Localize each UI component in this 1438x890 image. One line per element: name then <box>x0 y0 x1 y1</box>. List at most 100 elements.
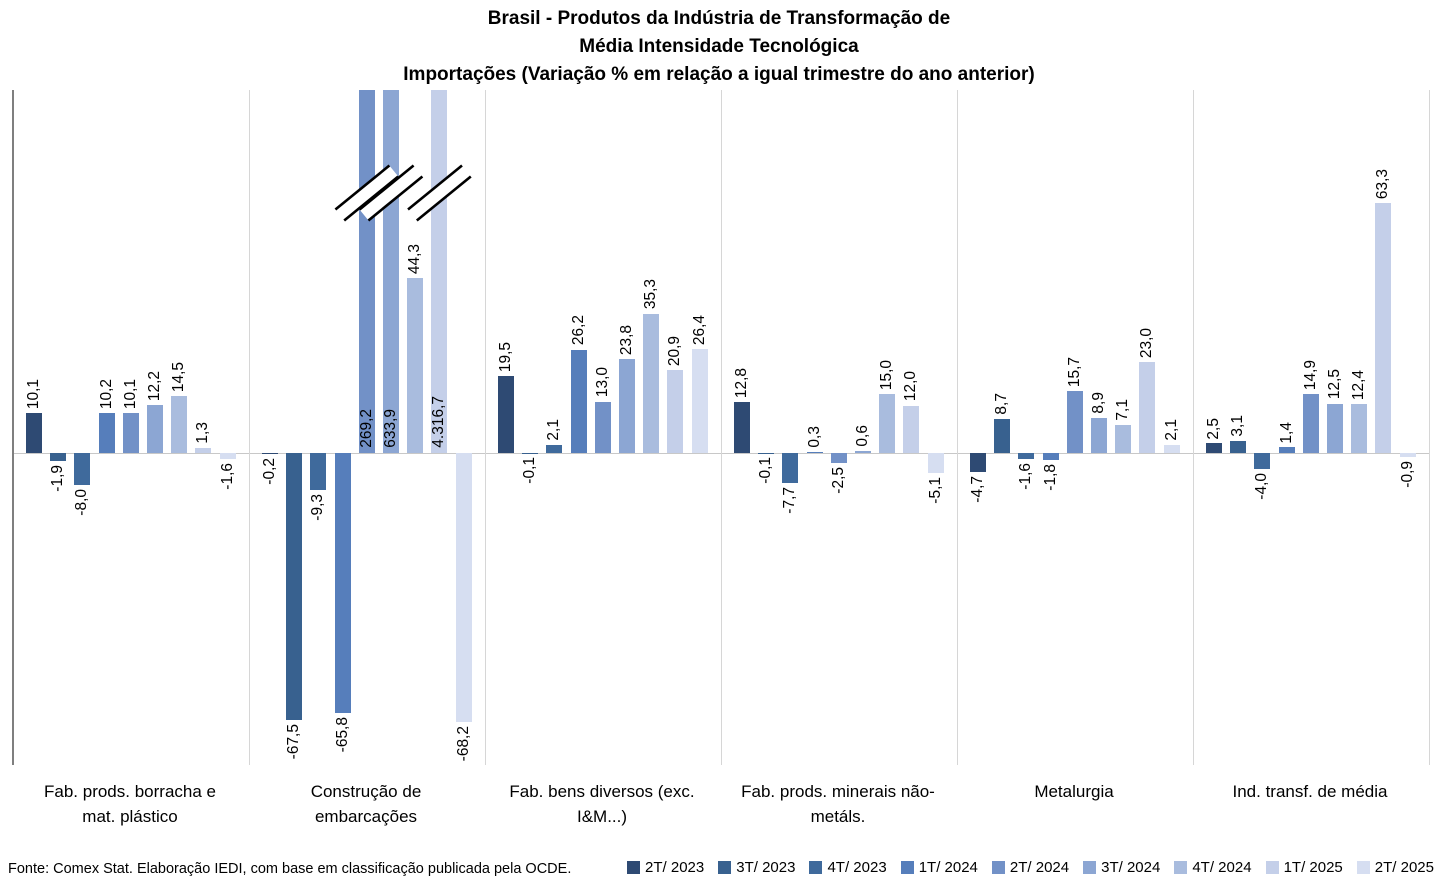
bar-4T2023-g6 <box>1254 453 1271 469</box>
value-label: 10,1 <box>25 378 42 410</box>
category-label-4: Fab. prods. minerais não-metáls. <box>741 782 935 826</box>
category-label-3: Fab. bens diversos (exc. I&M...) <box>509 782 695 826</box>
legend-item-3T2024: 3T/ 2024 <box>1083 859 1160 876</box>
legend-swatch <box>1356 861 1370 874</box>
bar-4T2024-g1 <box>171 395 188 453</box>
chart-title-line3: Importações (Variação % em relação a igu… <box>403 64 1035 85</box>
value-label: -4,7 <box>969 475 986 503</box>
legend-swatch <box>1265 861 1279 874</box>
bar-3T2024-g3 <box>619 359 635 453</box>
value-label: 269,2 <box>357 409 375 448</box>
legend-item-1T2025: 1T/ 2025 <box>1265 859 1343 876</box>
value-label: 35,3 <box>642 279 660 310</box>
bar-3T2024-g6 <box>1327 403 1343 453</box>
legend-item-3T2023: 3T/ 2023 <box>718 859 795 876</box>
plot-area: 10,1 -1,9 -8,0 10,2 10,1 12,2 14,5 1,3 -1,6 -0,2-… <box>12 90 1430 765</box>
bar-2T2025-g4 <box>927 453 944 474</box>
legend-swatch <box>809 861 823 874</box>
value-label: 23,0 <box>1138 327 1156 359</box>
value-label: 14,5 <box>170 361 188 392</box>
category-label-5: Metalurgia <box>1034 782 1114 801</box>
bar-3T2024-g5 <box>1091 417 1107 453</box>
value-label: 633,9 <box>382 409 399 448</box>
value-label: 13,0 <box>593 367 611 398</box>
value-label: 1,3 <box>194 422 212 444</box>
value-label: 23,8 <box>618 324 635 355</box>
bar-3T2024-g1 <box>147 404 163 453</box>
bar-1T2025-g5 <box>1139 362 1156 453</box>
legend-label: 4T/ 2023 <box>827 859 887 876</box>
value-label: -2,5 <box>829 466 847 494</box>
bar-3T2023-g1 <box>50 453 67 461</box>
bar-4T2023-g5 <box>1018 453 1035 460</box>
bar-2T2024-g1 <box>122 413 139 453</box>
bar-4T2023-g3 <box>546 444 563 453</box>
group-panel-6: 2,5 3,1 -4,0 1,4 14,9 12,5 12,4 63,3 -0,9 <box>1194 90 1430 765</box>
chart-title: Brasil - Produtos da Indústria de Transf… <box>0 5 1438 89</box>
value-label: -5,1 <box>926 477 944 504</box>
legend: 2T/ 2023 3T/ 2023 4T/ 2023 1T/ 2024 2T/ 2024… <box>627 859 1434 876</box>
bar-1T2024-g3 <box>570 349 587 453</box>
value-label: -1,6 <box>1017 463 1035 491</box>
legend-label: 4T/ 2024 <box>1192 859 1252 876</box>
value-label: 26,2 <box>569 315 587 346</box>
bar-1T2024-g1 <box>98 412 115 453</box>
source-text: Fonte: Comex Stat. Elaboração IEDI, com … <box>8 861 572 877</box>
bar-1T2024-g6 <box>1278 447 1295 453</box>
chart-title-line1: Brasil - Produtos da Indústria de Transf… <box>487 8 951 29</box>
bar-3T2023-g5 <box>994 418 1011 453</box>
value-label: 10,1 <box>121 378 139 410</box>
value-label: 63,3 <box>1374 168 1392 199</box>
bar-1T2024-g4 <box>806 451 823 453</box>
chart-title-line2: Média Intensidade Tecnológica <box>579 36 859 57</box>
value-label: 15,7 <box>1065 356 1083 387</box>
bar-3T2024-g2 <box>383 90 399 453</box>
bar-2T2025-g6 <box>1399 453 1416 457</box>
legend-swatch <box>1174 861 1188 874</box>
group-panel-1: 10,1 -1,9 -8,0 10,2 10,1 12,2 14,5 1,3 -1,6 <box>14 90 250 765</box>
value-label: 0,6 <box>854 425 871 447</box>
legend-item-2T2024: 2T/ 2024 <box>991 859 1069 876</box>
value-label: 12,0 <box>902 371 920 402</box>
legend-swatch <box>627 861 641 874</box>
group-panel-3: 19,5 -0,1 2,1 26,2 13,0 23,8 35,3 20,9 26,4 <box>486 90 722 765</box>
value-label: 4.316,7 <box>430 396 448 448</box>
bar-1T2025-g1 <box>195 447 212 453</box>
value-label: -67,5 <box>285 723 303 759</box>
legend-swatch <box>1083 861 1097 874</box>
bar-2T2024-g5 <box>1066 391 1083 453</box>
bar-2T2025-g1 <box>219 453 236 460</box>
bar-2T2023-g1 <box>26 413 42 453</box>
bar-1T2025-g4 <box>903 405 920 453</box>
bar-2T2025-g5 <box>1163 444 1180 453</box>
group-panel-5: -4,7 8,7 -1,6 -1,8 15,7 8,9 7,1 23,0 2,1 <box>958 90 1194 765</box>
bar-4T2024-g4 <box>879 393 896 453</box>
value-label: -0,1 <box>757 457 775 485</box>
bar-2T2023-g5 <box>970 453 986 472</box>
value-label: 15,0 <box>878 359 896 390</box>
value-label: -0,9 <box>1398 460 1416 488</box>
category-axis: Fab. prods. borracha e mat. plástico Cons… <box>12 779 1428 829</box>
legend-swatch <box>900 861 914 874</box>
bar-2T2023-g6 <box>1206 443 1222 453</box>
bar-4T2024-g5 <box>1115 424 1132 453</box>
value-label: -4,0 <box>1253 472 1271 500</box>
bar-4T2024-g6 <box>1351 404 1368 453</box>
legend-label: 2T/ 2025 <box>1374 859 1434 876</box>
value-label: -1,8 <box>1041 464 1059 491</box>
value-label: 8,9 <box>1090 392 1107 414</box>
bar-4T2023-g2 <box>310 453 327 490</box>
bar-3T2024-g4 <box>855 450 871 453</box>
value-label: 7,1 <box>1114 399 1132 421</box>
value-label: 2,5 <box>1205 417 1222 440</box>
bar-2T2023-g2 <box>262 453 278 454</box>
bar-2T2023-g4 <box>734 402 750 453</box>
legend-item-1T2024: 1T/ 2024 <box>900 859 978 876</box>
legend-label: 2T/ 2023 <box>645 859 705 876</box>
legend-item-2T2025: 2T/ 2025 <box>1356 859 1434 876</box>
bar-4T2024-g3 <box>643 313 660 453</box>
legend-item-4T2024: 4T/ 2024 <box>1174 859 1252 876</box>
bar-2T2025-g2 <box>455 453 472 723</box>
value-label: -1,6 <box>218 463 236 491</box>
